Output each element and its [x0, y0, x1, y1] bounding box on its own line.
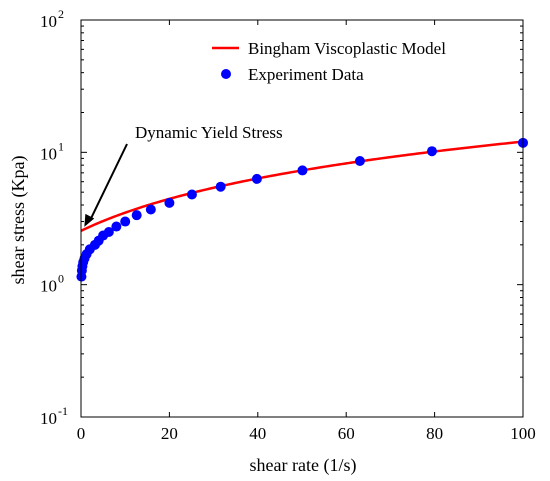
data-point [111, 221, 122, 232]
x-tick-label: 60 [338, 424, 355, 443]
data-point [215, 181, 226, 192]
y-tick-label-exponent: 2 [58, 7, 64, 21]
x-tick-label: 20 [161, 424, 178, 443]
y-tick-label: 10 [40, 409, 57, 428]
data-point [251, 173, 262, 184]
x-tick-label: 40 [249, 424, 266, 443]
y-tick-label-exponent: 1 [58, 139, 64, 153]
data-point [131, 210, 142, 221]
annotation-text: Dynamic Yield Stress [135, 123, 283, 142]
y-tick-label-exponent: 0 [58, 272, 64, 286]
y-tick-label: 10 [40, 12, 57, 31]
axes-box [80, 19, 524, 418]
data-point [354, 156, 365, 167]
x-tick-label: 0 [77, 424, 86, 443]
plot-background [81, 20, 523, 417]
y-tick-label: 10 [40, 144, 57, 163]
x-axis-label: shear rate (1/s) [250, 455, 357, 476]
data-point [164, 197, 175, 208]
annotation-layer: Dynamic Yield Stress [84, 123, 283, 227]
y-axis-label: shear stress (Kpa) [8, 156, 29, 285]
plot-area [81, 20, 523, 417]
data-point [103, 227, 114, 238]
data-point [297, 165, 308, 176]
legend-marker-swatch [221, 69, 231, 79]
series-layer [76, 137, 528, 282]
annotation-arrow-shaft [89, 143, 128, 221]
y-tick-label: 10 [40, 277, 57, 296]
legend: Bingham Viscoplastic Model Experiment Dat… [212, 39, 446, 84]
data-point [145, 204, 156, 215]
annotation-arrow-head [84, 213, 95, 227]
y-tick-label-exponent: -1 [58, 404, 68, 418]
data-point [120, 216, 131, 227]
legend-label: Bingham Viscoplastic Model [248, 39, 446, 58]
data-point [186, 189, 197, 200]
x-tick-label: 100 [510, 424, 536, 443]
x-tick-label: 80 [426, 424, 443, 443]
data-point [426, 146, 437, 157]
legend-label: Experiment Data [248, 65, 364, 84]
